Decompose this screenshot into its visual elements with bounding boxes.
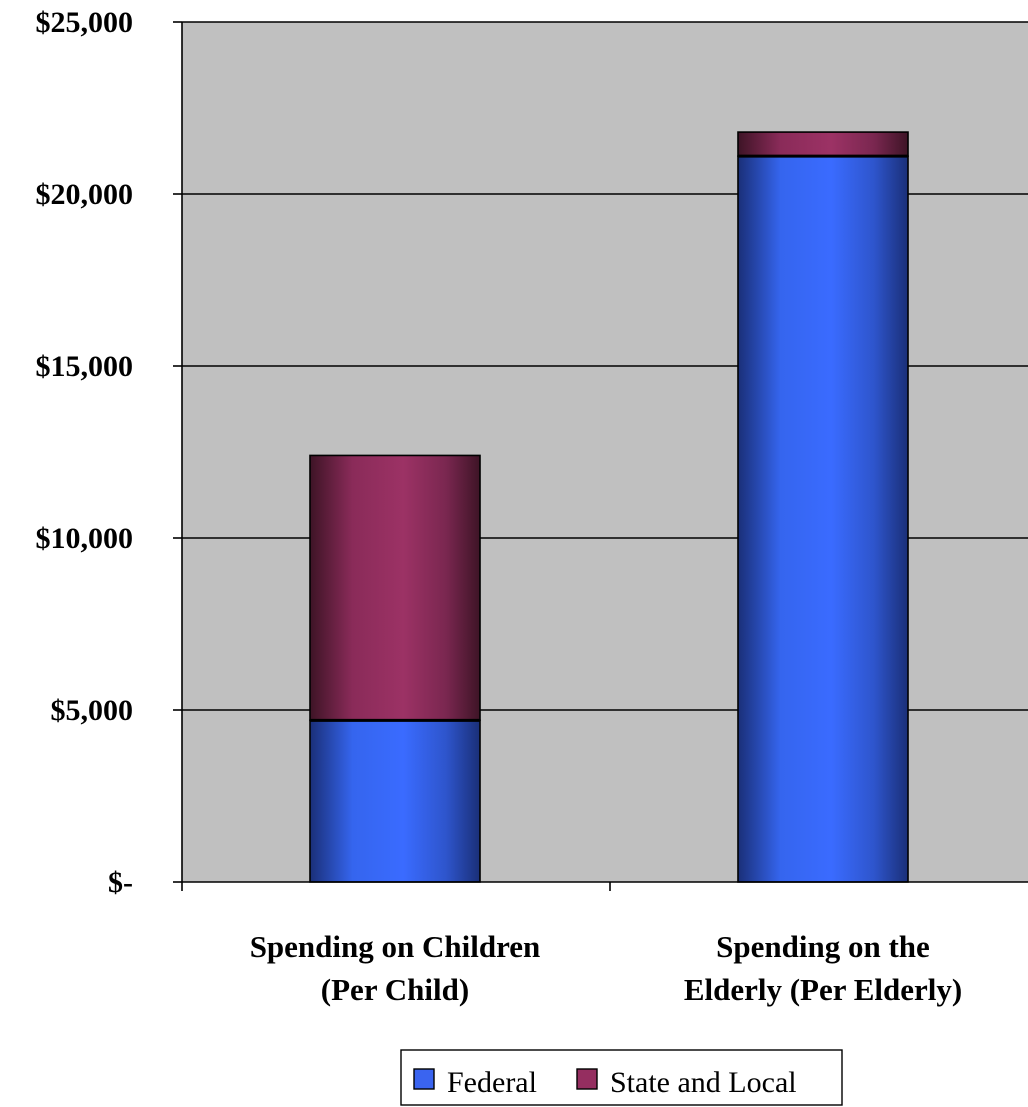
category-label: Spending on Children (Per Child) (250, 929, 541, 1007)
bar-state-local-0 (309, 454, 481, 722)
legend-swatch-state-local (576, 1068, 598, 1090)
y-tick-label: $10,000 (36, 522, 134, 555)
legend-label-state-local: State and Local (610, 1066, 797, 1099)
bar-federal-0 (309, 719, 481, 883)
y-tick-label: $5,000 (51, 694, 134, 727)
y-tick-label: $15,000 (36, 350, 134, 383)
bar-state-local-1 (737, 131, 909, 157)
legend-swatch-federal (413, 1068, 435, 1090)
y-tick-label: $20,000 (36, 178, 134, 211)
y-tick-label: $25,000 (36, 6, 134, 39)
legend-label-federal: Federal (447, 1066, 537, 1099)
legend-box (400, 1049, 843, 1106)
y-tick-label: $- (108, 866, 133, 899)
category-label: Spending on the Elderly (Per Elderly) (684, 929, 962, 1007)
bar-federal-1 (737, 155, 909, 883)
